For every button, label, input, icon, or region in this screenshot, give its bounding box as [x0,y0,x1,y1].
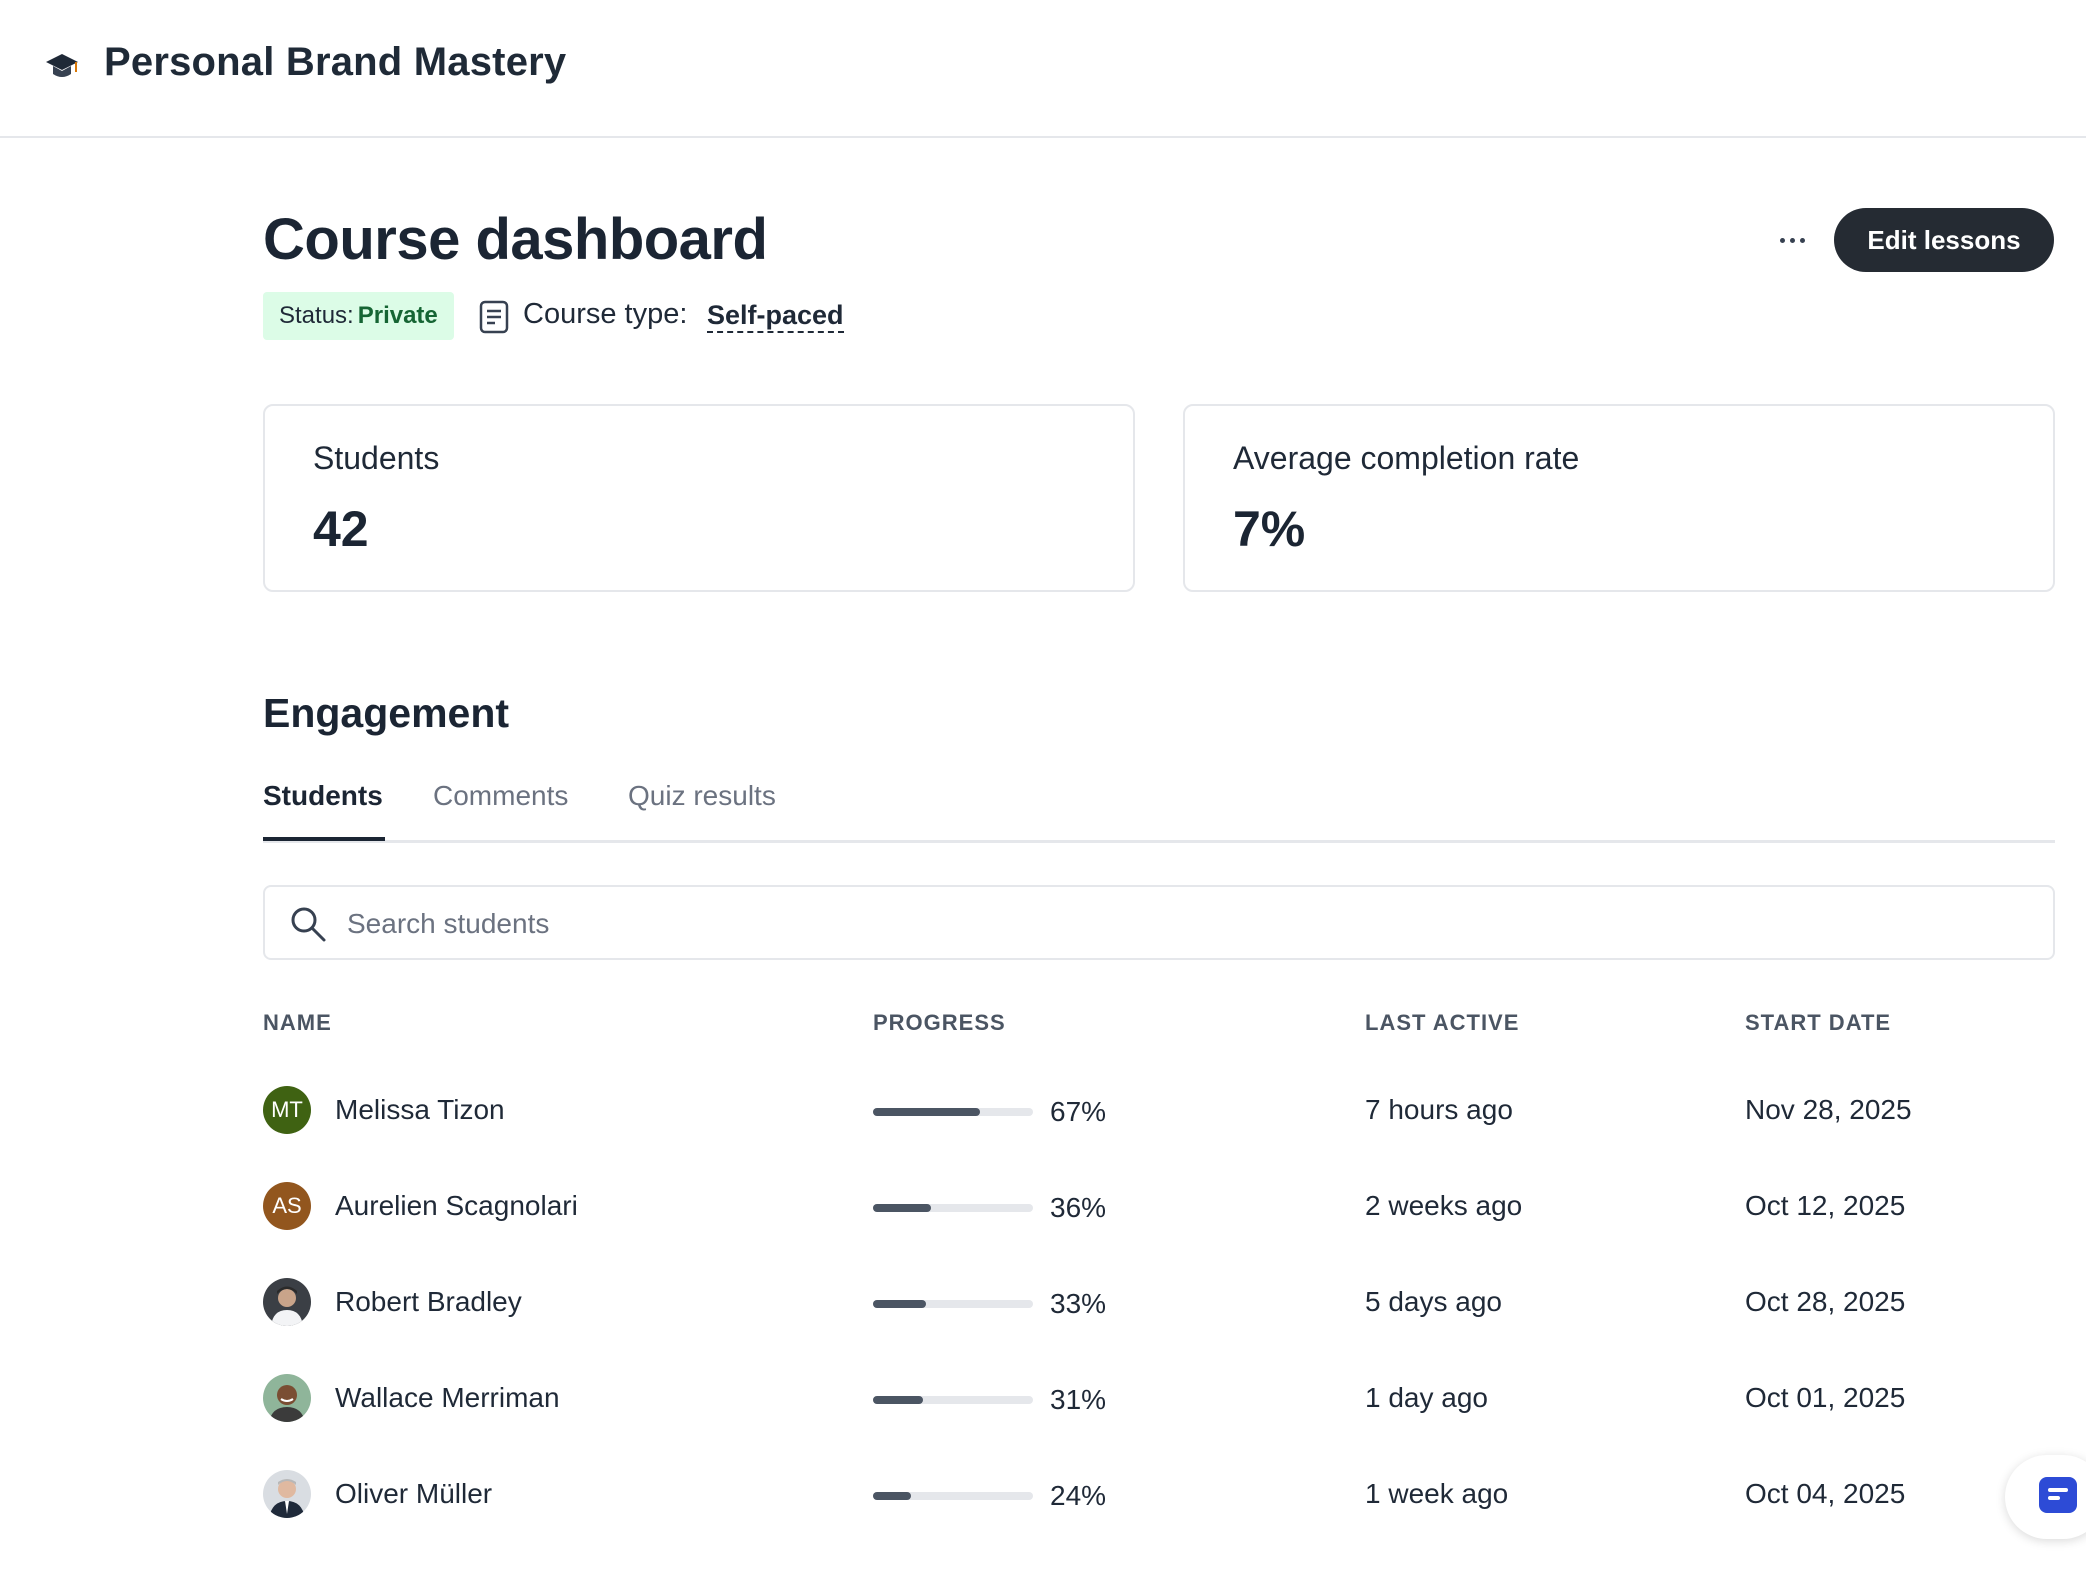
chat-widget-button[interactable] [2005,1455,2086,1539]
progress-bar [873,1204,1033,1212]
tab-students[interactable]: Students [263,780,383,811]
avatar-photo-icon [263,1470,311,1518]
progress-bar [873,1396,1033,1404]
course-type-label: Course type: [523,298,688,330]
avatar [263,1278,311,1326]
column-header-name[interactable]: NAME [263,1010,332,1035]
section-title: Engagement [263,690,510,736]
avatar-photo-icon [263,1374,311,1422]
active-tab-indicator [263,837,385,841]
progress-percent: 24% [1050,1480,1107,1511]
chat-icon [2039,1477,2077,1513]
avatar: MT [263,1086,311,1134]
stat-label: Students [313,440,440,476]
last-active: 1 week ago [1365,1478,1509,1509]
progress-percent: 33% [1050,1288,1107,1319]
table-row[interactable]: Oliver Müller 24% 1 week ago Oct 04, 202… [263,1466,2055,1536]
start-date: Oct 04, 2025 [1745,1478,1906,1509]
start-date: Oct 12, 2025 [1745,1190,1906,1221]
progress-percent: 36% [1050,1192,1107,1223]
start-date: Oct 01, 2025 [1745,1382,1906,1413]
progress-bar [873,1108,1033,1116]
more-options-button[interactable] [1768,222,1816,258]
search-icon [291,907,326,942]
stat-value: 7% [1233,501,1306,557]
stat-label: Average completion rate [1233,440,1580,476]
avatar [263,1374,311,1422]
stat-value: 42 [313,501,369,557]
column-header-last-active[interactable]: LAST ACTIVE [1365,1010,1520,1035]
search-box [263,885,2055,960]
table-row[interactable]: Wallace Merriman 31% 1 day ago Oct 01, 2… [263,1370,2055,1440]
avatar-photo-icon [263,1278,311,1326]
status-prefix: Status: [279,302,354,329]
page-title: Course dashboard [263,207,768,272]
status-badge: Status: Private [263,292,454,340]
avatar: AS [263,1182,311,1230]
app-title: Personal Brand Mastery [104,40,567,84]
student-name[interactable]: Melissa Tizon [335,1094,505,1125]
graduation-cap-icon [46,54,78,77]
last-active: 7 hours ago [1365,1094,1513,1125]
completion-rate-stat-card: Average completion rate 7% [1183,404,2055,592]
student-name[interactable]: Robert Bradley [335,1286,522,1317]
student-name[interactable]: Aurelien Scagnolari [335,1190,578,1221]
last-active: 1 day ago [1365,1382,1488,1413]
course-type-value[interactable]: Self-paced [707,299,844,333]
last-active: 2 weeks ago [1365,1190,1523,1221]
document-icon [479,300,509,334]
tab-quiz-results[interactable]: Quiz results [628,780,776,811]
progress-percent: 31% [1050,1384,1107,1415]
progress-bar [873,1300,1033,1308]
tab-comments[interactable]: Comments [433,780,569,811]
status-value: Private [357,302,438,329]
progress-percent: 67% [1050,1096,1107,1127]
start-date: Nov 28, 2025 [1745,1094,1912,1125]
progress-bar [873,1492,1033,1500]
student-name[interactable]: Oliver Müller [335,1478,493,1509]
start-date: Oct 28, 2025 [1745,1286,1906,1317]
column-header-progress[interactable]: PROGRESS [873,1010,1006,1035]
edit-lessons-button[interactable]: Edit lessons [1834,208,2054,272]
column-header-start-date[interactable]: START DATE [1745,1010,1892,1035]
top-bar: Personal Brand Mastery [0,0,2086,138]
table-row[interactable]: MT Melissa Tizon 67% 7 hours ago Nov 28,… [263,1082,2055,1152]
last-active: 5 days ago [1365,1286,1502,1317]
search-input[interactable] [345,897,2029,951]
avatar [263,1470,311,1518]
student-name[interactable]: Wallace Merriman [335,1382,560,1413]
tabs-divider [263,840,2055,843]
ellipsis-icon [1779,237,1785,243]
table-row[interactable]: AS Aurelien Scagnolari 36% 2 weeks ago O… [263,1178,2055,1248]
students-stat-card: Students 42 [263,404,1135,592]
table-row[interactable]: Robert Bradley 33% 5 days ago Oct 28, 20… [263,1274,2055,1344]
